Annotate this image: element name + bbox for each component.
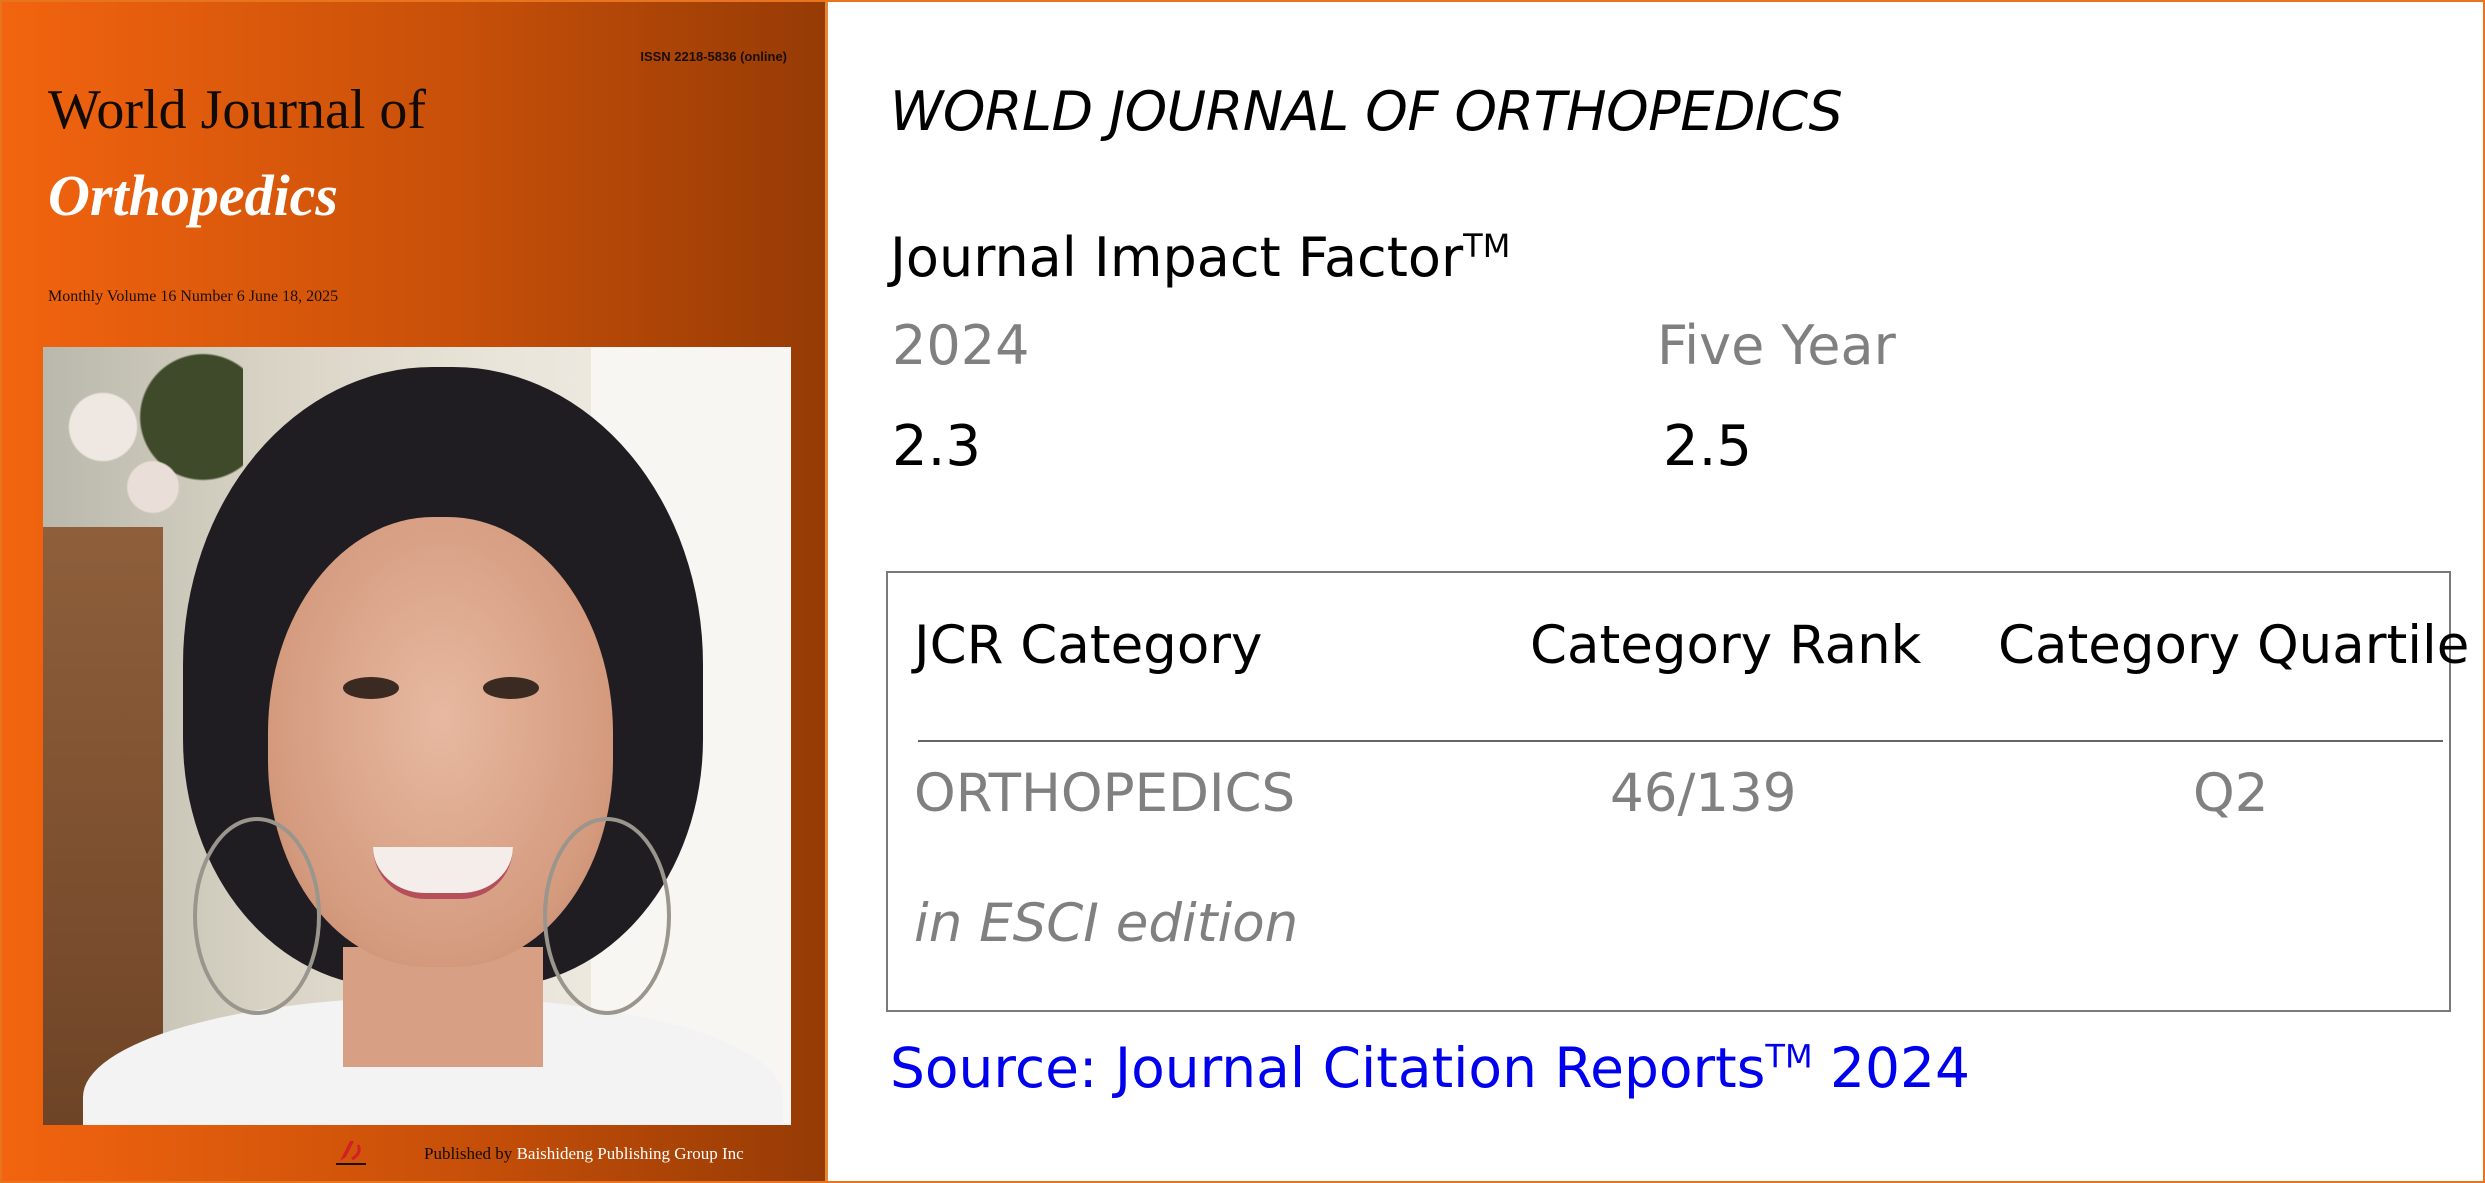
- impact-factor-label: Journal Impact Factor: [890, 226, 1464, 289]
- journal-name-heading: WORLD JOURNAL OF ORTHOPEDICS: [890, 80, 1843, 143]
- source-year: 2024: [1830, 1036, 1971, 1100]
- cell-rank: 46/139: [1610, 763, 1797, 824]
- table-divider: [918, 740, 2443, 742]
- impact-factor-2024-value: 2.3: [892, 414, 982, 479]
- impact-factor-title: Journal Impact FactorTM: [890, 226, 1510, 289]
- five-year-label: Five Year: [1657, 314, 1896, 377]
- publisher-prefix: Published by: [424, 1144, 513, 1163]
- cover-issn: ISSN 2218-5836 (online): [640, 49, 787, 64]
- trademark-mark: TM: [1463, 227, 1511, 265]
- cover-issue-info: Monthly Volume 16 Number 6 June 18, 2025: [48, 288, 339, 305]
- cover-title-line1: World Journal of: [48, 79, 427, 141]
- year-label: 2024: [892, 314, 1030, 377]
- impact-factor-five-year-value: 2.5: [1663, 414, 1753, 479]
- source-trademark: TM: [1765, 1037, 1813, 1076]
- header-jcr-category: JCR Category: [914, 615, 1263, 676]
- cover-photo: [43, 347, 791, 1125]
- header-category-quartile: Category Quartile: [1998, 615, 2470, 676]
- journal-cover: ISSN 2218-5836 (online) World Journal of…: [2, 2, 828, 1181]
- cover-publisher: Published by Baishideng Publishing Group…: [424, 1144, 744, 1164]
- cell-quartile: Q2: [2193, 763, 2269, 824]
- edition-note: in ESCI edition: [914, 893, 1299, 954]
- publisher-name: Baishideng Publishing Group Inc: [516, 1144, 744, 1163]
- publisher-logo-icon: [336, 1141, 366, 1165]
- header-category-rank: Category Rank: [1530, 615, 1922, 676]
- jcr-category-table: JCR Category Category Rank Category Quar…: [886, 571, 2469, 1012]
- cover-title-line2: Orthopedics: [48, 163, 338, 228]
- source-prefix: Source: Journal Citation Reports: [890, 1036, 1766, 1100]
- source-citation: Source: Journal Citation ReportsTM 2024: [890, 1036, 1970, 1100]
- cell-category: ORTHOPEDICS: [914, 763, 1296, 824]
